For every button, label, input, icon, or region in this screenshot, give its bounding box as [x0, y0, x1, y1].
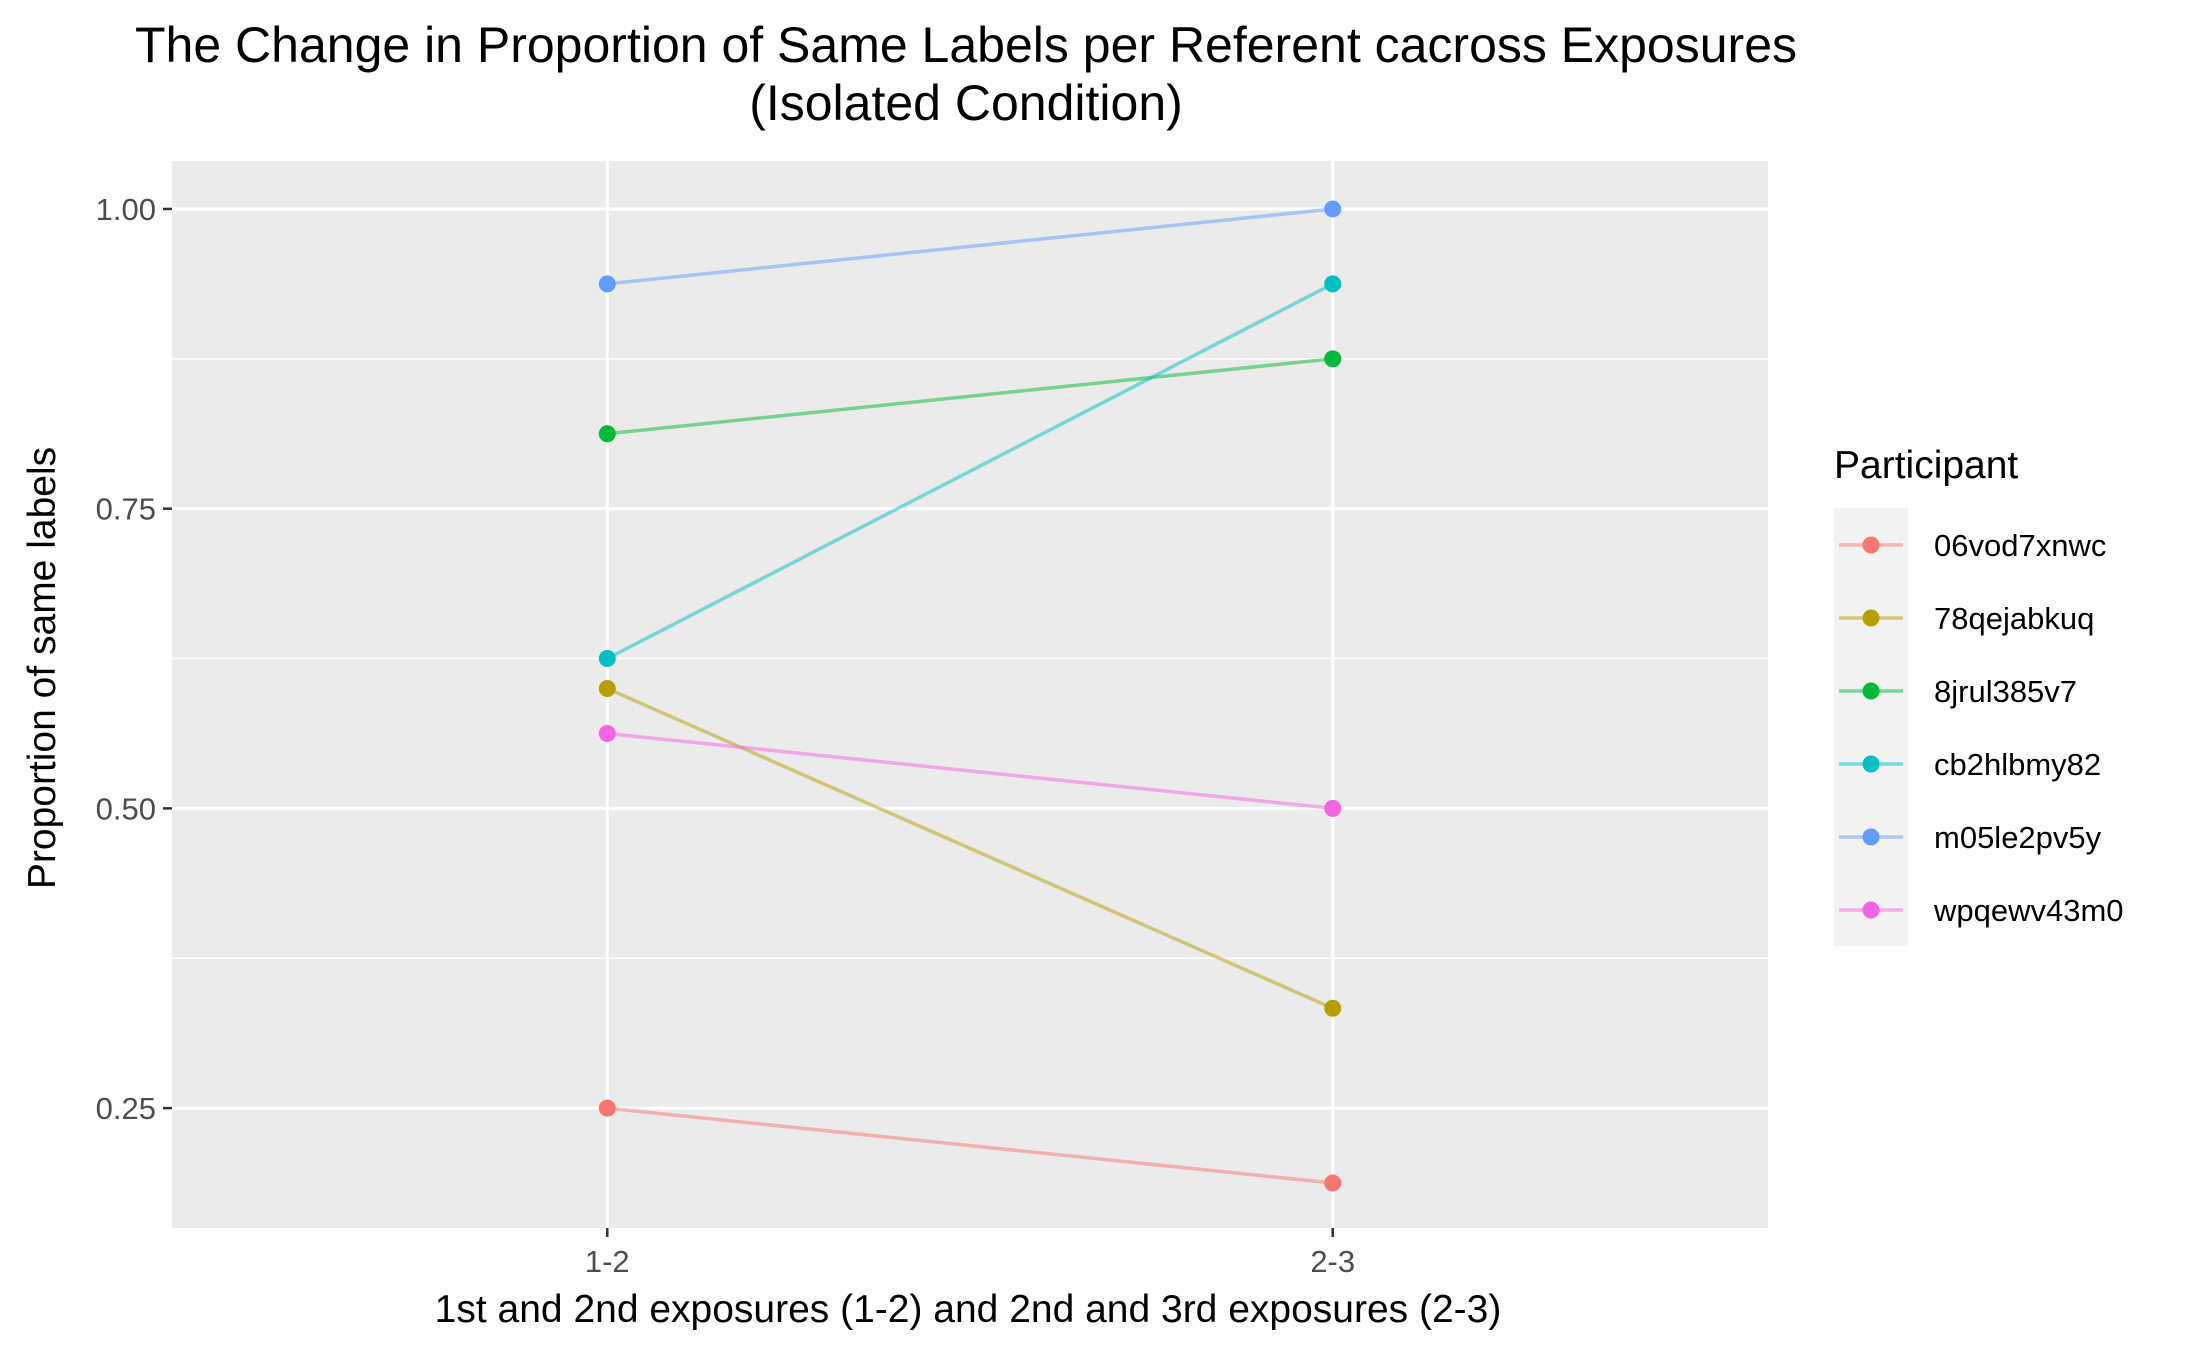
legend-point-8jrul385v7 [1862, 682, 1880, 700]
y-tick-label: 0.25 [96, 1091, 156, 1126]
x-tick-label: 1-2 [585, 1244, 630, 1279]
legend-key-background [1834, 508, 1908, 946]
y-axis-title: Proportion of same labels [21, 447, 64, 889]
legend-label-wpqewv43m0: wpqewv43m0 [1933, 893, 2124, 928]
legend-label-78qejabkuq: 78qejabkuq [1934, 601, 2094, 636]
legend-point-m05le2pv5y [1862, 828, 1880, 846]
x-axis: 1-2 2-3 [585, 1228, 1355, 1279]
series-lines [606, 207, 1334, 1185]
data-point-06vod7xnwc [1324, 1174, 1342, 1192]
data-point-wpqewv43m0 [1324, 799, 1342, 817]
legend-point-cb2hlbmy82 [1862, 755, 1880, 773]
x-tick-label: 2-3 [1310, 1244, 1355, 1279]
data-point-cb2hlbmy82 [1324, 275, 1342, 293]
legend-point-06vod7xnwc [1862, 536, 1880, 554]
data-point-78qejabkuq [598, 680, 616, 698]
legend-label-m05le2pv5y: m05le2pv5y [1934, 820, 2102, 855]
series-line-06vod7xnwc [607, 1106, 1333, 1185]
minor-gridlines [172, 358, 1768, 960]
y-tick-label: 0.50 [96, 791, 156, 826]
legend-point-78qejabkuq [1862, 609, 1880, 627]
data-point-8jrul385v7 [598, 425, 616, 443]
legend-label-8jrul385v7: 8jrul385v7 [1934, 674, 2077, 709]
legend-point-wpqewv43m0 [1862, 901, 1880, 919]
chart-title: The Change in Proportion of Same Labels … [135, 17, 1797, 73]
legend-label-cb2hlbmy82: cb2hlbmy82 [1934, 747, 2101, 782]
series-points [598, 200, 1342, 1192]
series-line-8jrul385v7 [607, 357, 1333, 436]
x-axis-title: 1st and 2nd exposures (1-2) and 2nd and … [435, 1288, 1502, 1331]
data-point-cb2hlbmy82 [598, 650, 616, 668]
y-axis: 0.25 0.50 0.75 1.00 [96, 192, 172, 1126]
data-point-78qejabkuq [1324, 999, 1342, 1017]
legend-items: 06vod7xnwc 78qejabkuq 8jrul385v7 cb2hlbmy82… [1839, 528, 2124, 928]
legend-label-06vod7xnwc: 06vod7xnwc [1934, 528, 2106, 563]
series-line-wpqewv43m0 [607, 731, 1333, 811]
major-gridlines [172, 161, 1768, 1228]
series-line-78qejabkuq [606, 686, 1334, 1010]
y-tick-label: 1.00 [96, 192, 156, 227]
y-tick-label: 0.75 [96, 492, 156, 527]
series-line-m05le2pv5y [607, 207, 1333, 286]
data-point-m05le2pv5y [1324, 200, 1342, 218]
data-point-06vod7xnwc [598, 1099, 616, 1117]
data-point-8jrul385v7 [1324, 350, 1342, 368]
legend-title: Participant [1834, 444, 2018, 487]
data-point-m05le2pv5y [598, 275, 616, 293]
chart-subtitle: (Isolated Condition) [749, 75, 1183, 131]
legend: Participant 06vod7xnwc 78qejabkuq 8jrul385… [1834, 444, 2124, 946]
data-point-wpqewv43m0 [598, 724, 616, 742]
plot-panel [172, 161, 1768, 1228]
series-line-cb2hlbmy82 [606, 282, 1334, 661]
